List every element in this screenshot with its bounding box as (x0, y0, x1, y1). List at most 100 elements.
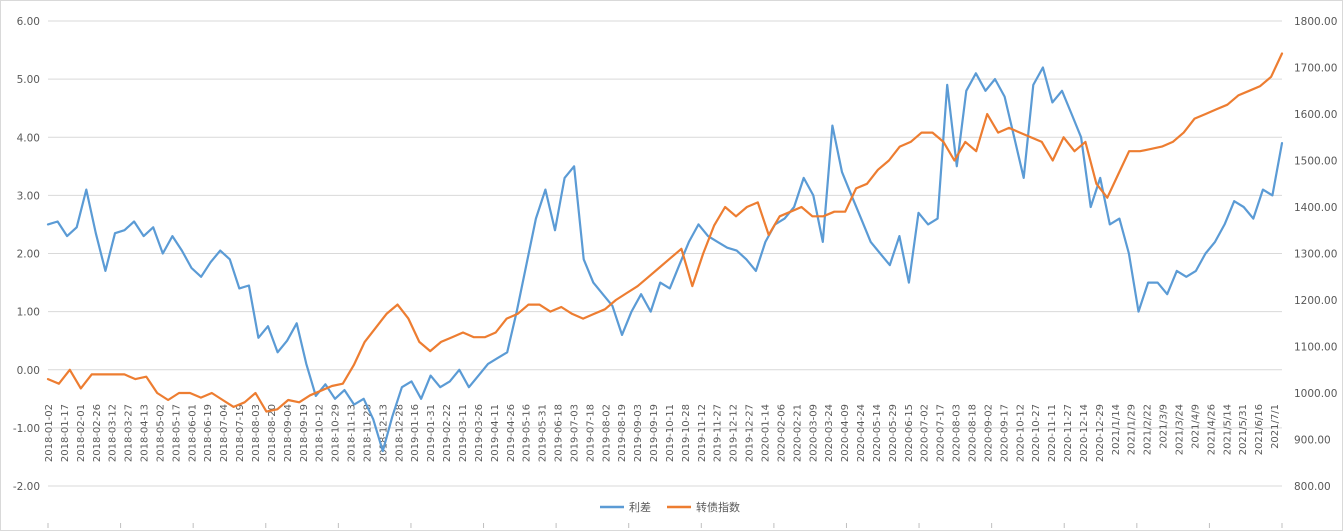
x-tick-label: 2020-04-24 (856, 404, 867, 462)
right-y-axis: 800.00 900.00 1000.00 1100.00 1200.00 1300.00… (1294, 16, 1337, 493)
right-y-tick-label: 1200.00 (1294, 295, 1337, 307)
x-tick-label: 2020-07-02 (920, 404, 931, 462)
x-tick-label: 2019-08-02 (601, 404, 612, 462)
x-tick-label: 2019-11-12 (697, 404, 708, 462)
x-tick-label: 2020-12-29 (1095, 404, 1106, 462)
x-tick-label: 2020-09-17 (999, 404, 1010, 462)
right-y-tick-label: 1400.00 (1294, 202, 1337, 214)
x-tick-label: 2019-01-16 (410, 404, 421, 462)
x-tick-label: 2019-04-26 (506, 404, 517, 462)
x-tick-label: 2019-09-19 (649, 404, 660, 462)
left-y-tick-label: 3.00 (17, 190, 40, 202)
x-tick-label: 2019-12-27 (745, 404, 756, 462)
x-tick-label: 2021/7/1 (1270, 404, 1281, 449)
left-y-tick-label: 5.00 (17, 74, 40, 86)
x-tick-label: 2018-08-20 (267, 404, 278, 462)
x-tick-label: 2021/4/9 (1190, 404, 1201, 449)
x-tick-label: 2021/4/26 (1206, 404, 1217, 455)
x-tick-label: 2021/5/14 (1222, 404, 1233, 455)
x-tick-label: 2019-03-26 (474, 404, 485, 462)
right-y-tick-label: 1600.00 (1294, 109, 1337, 121)
left-y-tick-label: 2.00 (17, 249, 40, 261)
x-tick-label: 2018-06-19 (203, 404, 214, 462)
x-tick-label: 2018-12-28 (394, 404, 405, 462)
x-tick-label: 2019-07-03 (569, 404, 580, 462)
x-tick-label: 2020-07-17 (936, 404, 947, 462)
x-tick-label: 2018-02-26 (92, 404, 103, 462)
x-tick-label: 2019-05-31 (538, 404, 549, 462)
x-tick-label: 2020-05-14 (872, 404, 883, 462)
left-y-axis: -2.00 -1.00 0.00 1.00 2.00 3.00 4.00 5.00 6.00 (13, 16, 40, 493)
x-tick-label: 2021/1/14 (1111, 404, 1122, 455)
right-y-tick-label: 1100.00 (1294, 342, 1337, 354)
x-tick-label: 2019-01-31 (426, 404, 437, 462)
x-tick-label: 2018-05-02 (155, 404, 166, 462)
x-tick-label: 2021/5/31 (1238, 404, 1249, 455)
x-tick-label: 2020-01-14 (761, 404, 772, 462)
x-tick-label: 2019-02-22 (442, 404, 453, 462)
left-y-tick-label: -1.00 (13, 423, 40, 435)
x-tick-label: 2018-12-13 (378, 404, 389, 462)
right-y-tick-label: 800.00 (1294, 481, 1331, 493)
x-tick-label: 2018-07-19 (235, 404, 246, 462)
left-y-tick-label: -2.00 (13, 481, 40, 493)
x-tick-label: 2019-10-28 (681, 404, 692, 462)
x-tick-label: 2018-09-04 (283, 404, 294, 462)
x-tick-label: 2018-11-28 (362, 404, 373, 462)
x-tick-label: 2018-07-04 (219, 404, 230, 462)
x-tick-label: 2020-12-14 (1079, 404, 1090, 462)
x-tick-label: 2020-04-09 (840, 404, 851, 462)
x-tick-label: 2018-09-19 (299, 404, 310, 462)
x-tick-label: 2019-12-12 (729, 404, 740, 462)
x-tick-label: 2021/2/22 (1143, 404, 1154, 455)
x-tick-label: 2018-03-12 (108, 404, 119, 462)
x-tick-label: 2020-11-11 (1047, 404, 1058, 462)
x-tick-label: 2019-05-16 (522, 404, 533, 462)
x-tick-label: 2021/3/9 (1159, 404, 1170, 449)
x-tick-label: 2018-08-03 (251, 404, 262, 462)
x-tick-label: 2020-02-21 (792, 404, 803, 462)
x-tick-label: 2019-07-18 (585, 404, 596, 462)
series-lines (46, 52, 1284, 453)
x-tick-label: 2018-02-01 (76, 404, 87, 462)
x-tick-label: 2019-10-11 (665, 404, 676, 462)
right-y-tick-label: 1000.00 (1294, 388, 1337, 400)
x-tick-label: 2018-05-17 (171, 404, 182, 462)
x-tick-label: 2020-08-18 (968, 404, 979, 462)
series-line-1 (46, 52, 1284, 413)
legend-label-0: 利差 (629, 500, 651, 514)
legend: 利差 转债指数 (600, 500, 740, 514)
right-y-tick-label: 1300.00 (1294, 249, 1337, 261)
right-y-tick-label: 1700.00 (1294, 63, 1337, 75)
x-tick-label: 2018-06-01 (187, 404, 198, 462)
legend-label-1: 转债指数 (696, 500, 740, 514)
x-tick-label: 2018-01-17 (60, 404, 71, 462)
right-y-tick-label: 1800.00 (1294, 16, 1337, 28)
x-tick-label: 2020-08-03 (952, 404, 963, 462)
x-tick-label: 2018-10-29 (331, 404, 342, 462)
x-tick-label: 2019-06-18 (554, 404, 565, 462)
right-y-tick-label: 900.00 (1294, 435, 1331, 447)
x-tick-label: 2018-03-27 (124, 404, 135, 462)
x-tick-label: 2019-11-27 (713, 404, 724, 462)
x-tick-label: 2020-06-15 (904, 404, 915, 462)
x-tick-label: 2020-05-29 (888, 404, 899, 462)
x-tick-label: 2021/6/16 (1254, 404, 1265, 455)
x-tick-label: 2019-03-11 (458, 404, 469, 462)
x-tick-label: 2020-03-09 (808, 404, 819, 462)
x-tick-label: 2020-10-27 (1031, 404, 1042, 462)
x-tick-label: 2021/1/29 (1127, 404, 1138, 455)
x-tick-label: 2019-04-11 (490, 404, 501, 462)
series-line-0 (46, 66, 1284, 453)
left-y-tick-label: 1.00 (17, 307, 40, 319)
x-tick-label: 2019-08-19 (617, 404, 628, 462)
x-tick-label: 2020-10-12 (1015, 404, 1026, 462)
x-tick-label: 2018-04-13 (140, 404, 151, 462)
right-y-tick-label: 1500.00 (1294, 156, 1337, 168)
x-tick-label: 2018-01-02 (44, 404, 55, 462)
x-tick-label: 2020-09-02 (983, 404, 994, 462)
x-tick-label: 2019-09-03 (633, 404, 644, 462)
left-y-tick-label: 0.00 (17, 365, 40, 377)
